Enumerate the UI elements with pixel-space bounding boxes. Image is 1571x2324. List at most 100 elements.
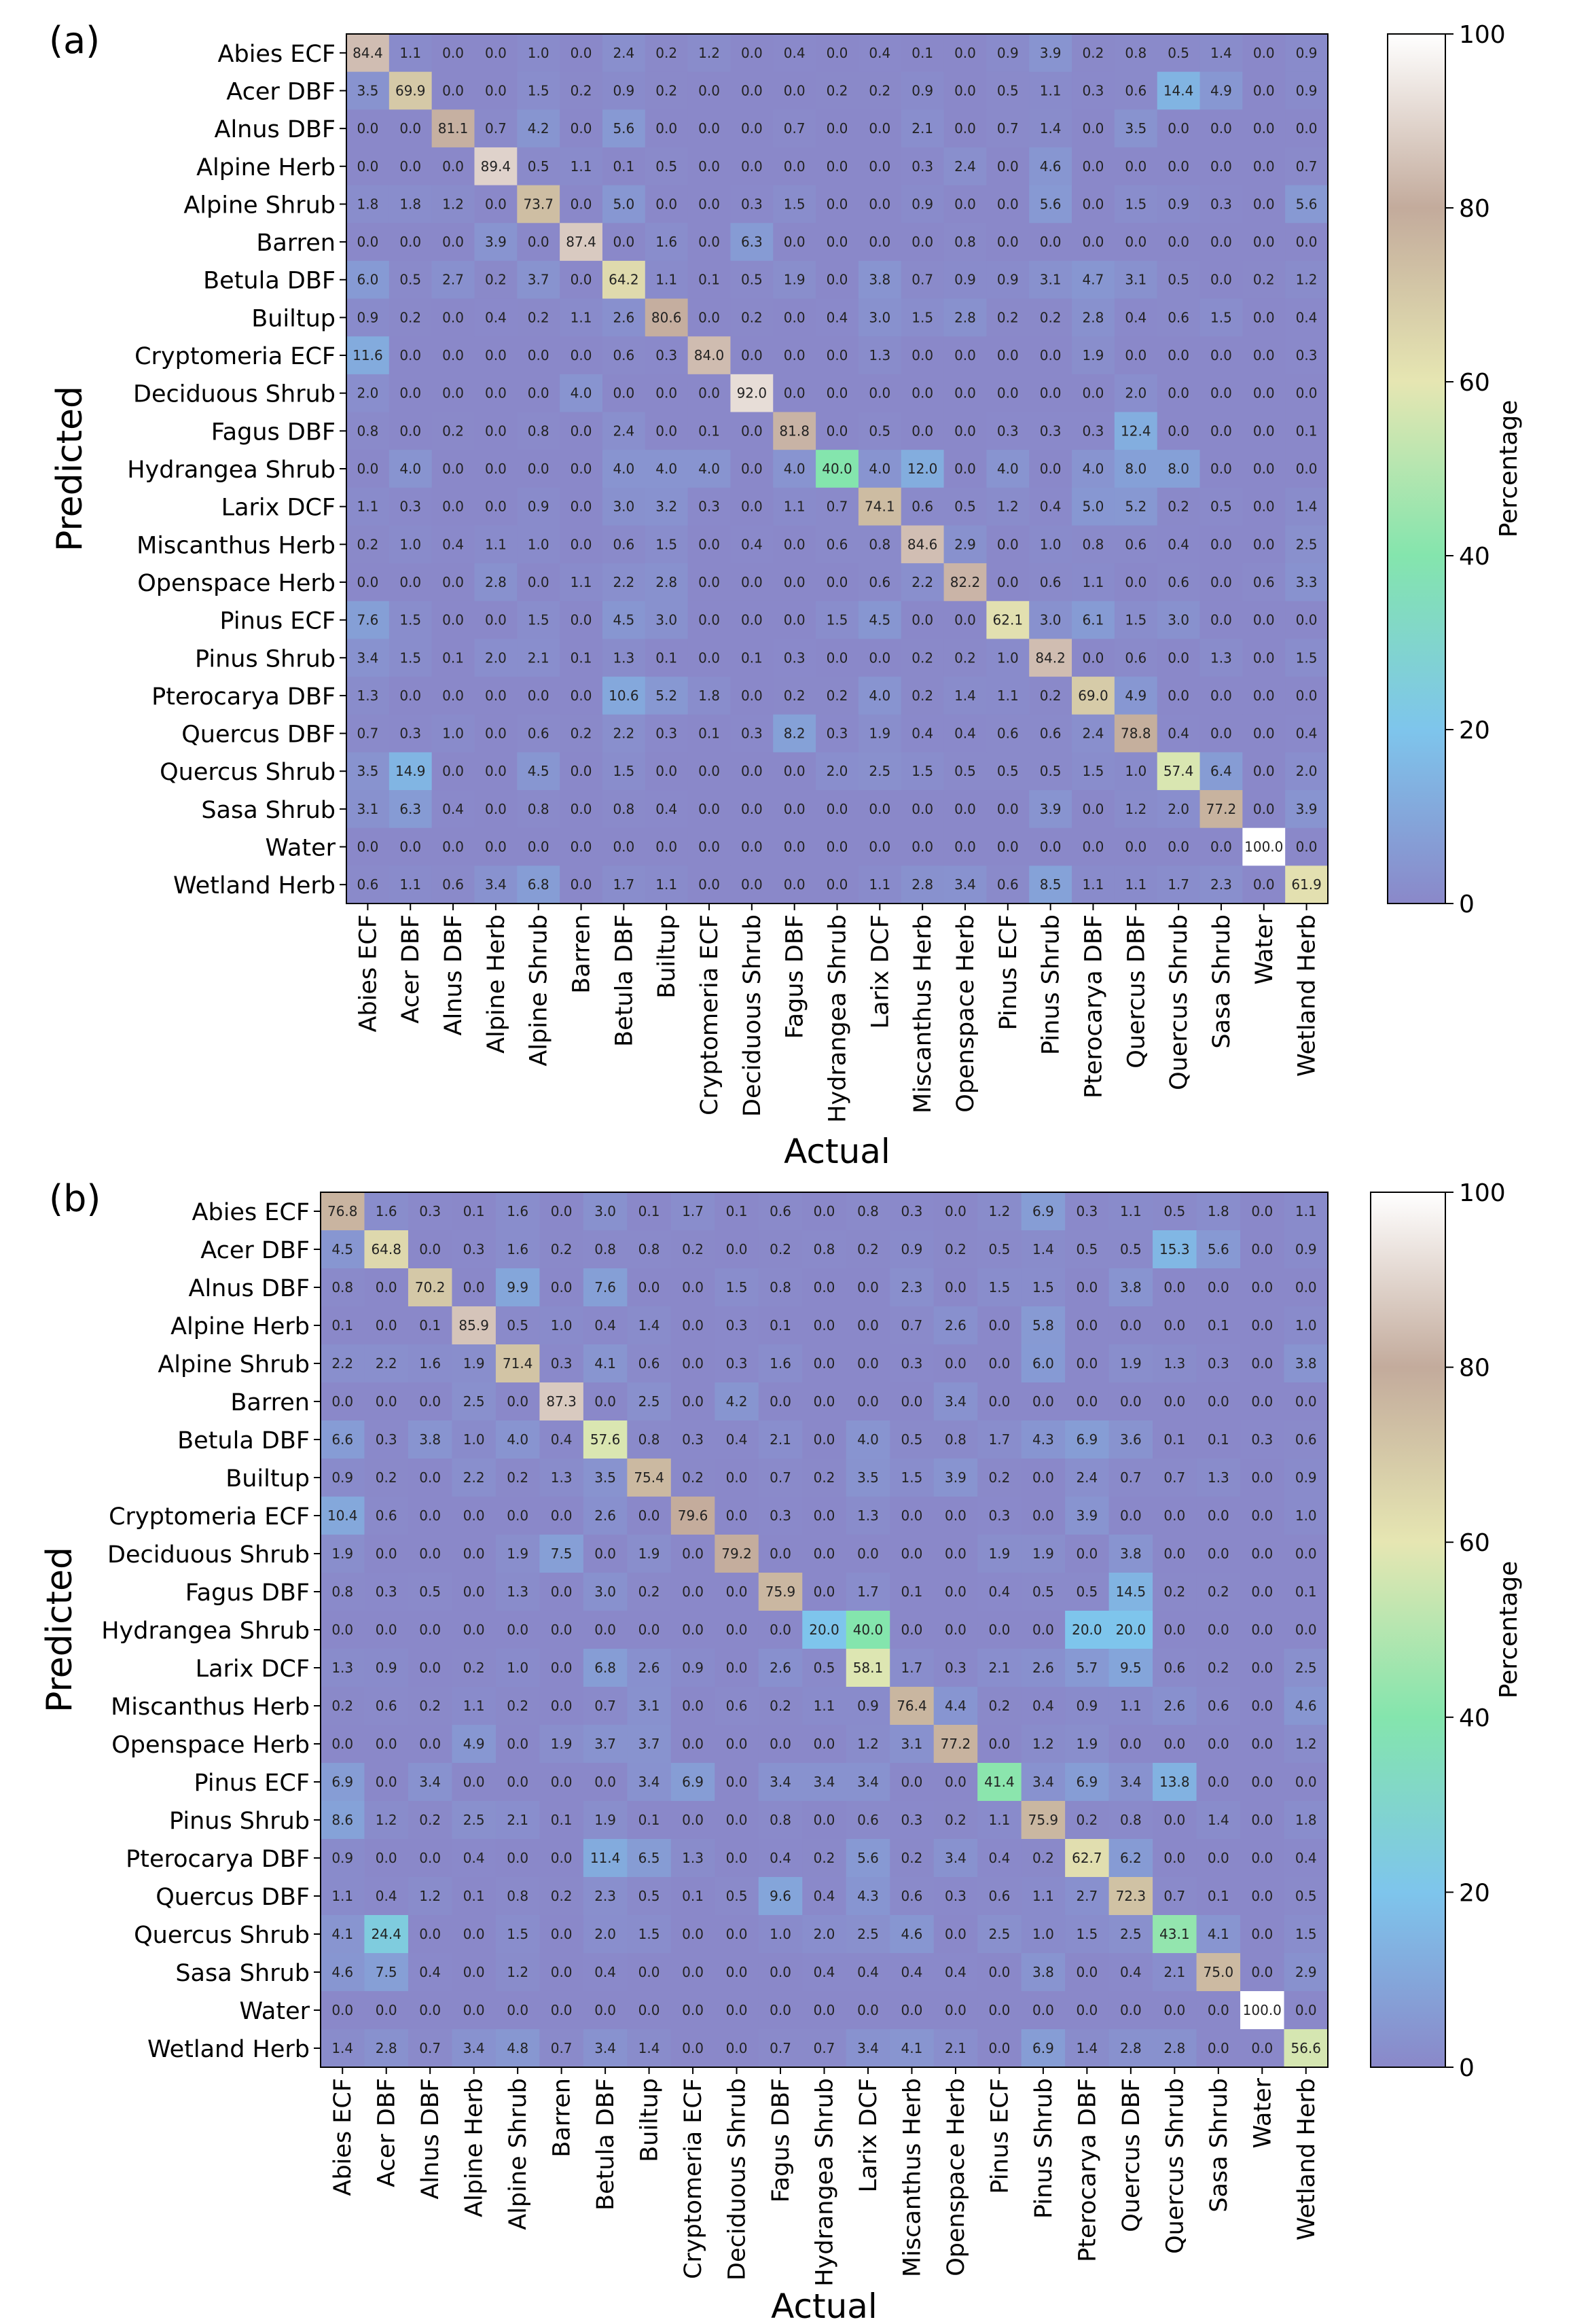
cell-value-label: 2.4	[613, 45, 634, 61]
colorbar	[1387, 33, 1446, 904]
heatmap-cell	[773, 147, 816, 186]
heatmap-cell	[627, 1535, 672, 1573]
heatmap-cell	[627, 1877, 672, 1916]
cell-value-label: 0.0	[954, 612, 976, 628]
cell-value-label: 0.0	[528, 687, 549, 704]
colorbar-label: Percentage	[1495, 400, 1523, 538]
heatmap-cell	[1029, 752, 1072, 791]
cell-value-label: 87.3	[546, 1393, 577, 1410]
cell-value-label: 0.0	[814, 1736, 835, 1752]
cell-value-label: 0.0	[507, 1850, 528, 1866]
x-axis-title: Actual	[784, 1132, 890, 1171]
heatmap-cell	[1114, 336, 1158, 375]
cell-value-label: 0.0	[442, 461, 464, 477]
cell-value-label: 0.5	[1032, 1584, 1054, 1600]
cell-value-label: 0.2	[1208, 1660, 1229, 1676]
heatmap-cell	[901, 752, 945, 791]
heatmap-cell	[408, 1230, 453, 1269]
cell-value-label: 1.5	[989, 1279, 1011, 1295]
heatmap-cell	[495, 1763, 540, 1802]
heatmap-cell	[346, 563, 390, 602]
cell-value-label: 3.7	[638, 1736, 660, 1752]
cell-value-label: 3.1	[901, 1736, 923, 1752]
heatmap-cell	[495, 1611, 540, 1649]
cell-value-label: 100.0	[1243, 2002, 1282, 2018]
heatmap-cell	[858, 563, 902, 602]
heatmap-cell	[1240, 1382, 1285, 1421]
heatmap-cell	[364, 1801, 409, 1840]
cell-value-label: 0.5	[997, 82, 1019, 99]
cell-value-label: 0.0	[682, 1964, 704, 1980]
heatmap-cell	[730, 601, 774, 640]
y-tick-label: Builtup	[225, 1465, 310, 1492]
heatmap-cell	[1157, 71, 1201, 110]
heatmap-cell	[452, 1991, 496, 2030]
heatmap-cell	[408, 1649, 453, 1687]
heatmap-cell	[645, 260, 689, 300]
heatmap-cell	[1029, 147, 1072, 186]
cell-value-label: 0.2	[357, 536, 379, 552]
cell-value-label: 0.1	[638, 1812, 660, 1828]
heatmap-cell	[517, 601, 560, 640]
heatmap-cell	[933, 1459, 978, 1497]
y-tick-label: Deciduous Shrub	[107, 1541, 310, 1569]
cell-value-label: 6.6	[331, 1431, 353, 1448]
cell-value-label: 0.2	[814, 1469, 835, 1486]
heatmap-cell	[560, 827, 603, 866]
heatmap-cell	[943, 487, 987, 526]
heatmap-cell	[1240, 1611, 1285, 1649]
x-tick-label: Openspace Herb	[952, 914, 979, 1113]
heatmap-cell	[583, 1230, 628, 1269]
cell-value-label: 0.0	[1032, 2002, 1054, 2018]
heatmap-cell	[645, 71, 689, 110]
cell-value-label: 0.0	[954, 423, 976, 439]
heatmap-cell	[645, 147, 689, 186]
heatmap-cell	[560, 714, 603, 753]
heatmap-cell	[1065, 1915, 1110, 1954]
heatmap-cell	[890, 1306, 935, 1345]
cell-value-label: 3.5	[857, 1469, 879, 1486]
heatmap-cell	[389, 865, 433, 904]
heatmap-cell	[645, 374, 689, 413]
cell-value-label: 0.0	[571, 196, 592, 212]
heatmap-cell	[321, 1649, 365, 1687]
cell-value-label: 0.4	[442, 536, 464, 552]
cell-value-label: 0.4	[1040, 499, 1062, 515]
cell-value-label: 0.0	[1253, 120, 1275, 137]
heatmap-cell	[1240, 1687, 1285, 1726]
cell-value-label: 0.4	[442, 801, 464, 817]
cell-value-label: 0.5	[507, 1317, 528, 1334]
heatmap-cell	[816, 374, 859, 413]
cell-value-label: 1.5	[528, 612, 549, 628]
cell-value-label: 0.0	[485, 763, 507, 779]
heatmap-cell	[560, 109, 603, 148]
cell-value-label: 0.0	[726, 1964, 748, 1980]
cell-value-label: 0.2	[682, 1469, 704, 1486]
heatmap-cell	[1065, 1801, 1110, 1840]
heatmap-cell	[1196, 1649, 1241, 1687]
cell-value-label: 1.6	[376, 1203, 397, 1219]
heatmap-cell	[773, 865, 816, 904]
cell-value-label: 0.1	[1163, 1431, 1185, 1448]
cell-value-label: 1.9	[1032, 1545, 1054, 1562]
heatmap-cell	[452, 1420, 496, 1459]
cell-value-label: 0.0	[442, 347, 464, 363]
heatmap-cell	[602, 865, 646, 904]
cell-value-label: 3.9	[485, 234, 507, 250]
heatmap-cell	[627, 1611, 672, 1649]
cell-value-label: 1.6	[507, 1241, 528, 1257]
cell-value-label: 0.0	[814, 1545, 835, 1562]
cell-value-label: 4.0	[571, 385, 592, 401]
heatmap-cell	[364, 2029, 409, 2068]
heatmap-cell	[539, 1611, 584, 1649]
heatmap-cell	[670, 1801, 715, 1840]
heatmap-cell	[645, 563, 689, 602]
cell-value-label: 1.4	[638, 1317, 660, 1334]
y-tick-label: Builtup	[251, 305, 336, 332]
colorbar-tick-label: 20	[1459, 1879, 1490, 1907]
heatmap-cell	[1072, 827, 1115, 866]
heatmap-cell	[1199, 827, 1243, 866]
heatmap-cell	[1196, 1382, 1241, 1421]
heatmap-cell	[389, 525, 433, 564]
cell-value-label: 1.1	[997, 687, 1019, 704]
